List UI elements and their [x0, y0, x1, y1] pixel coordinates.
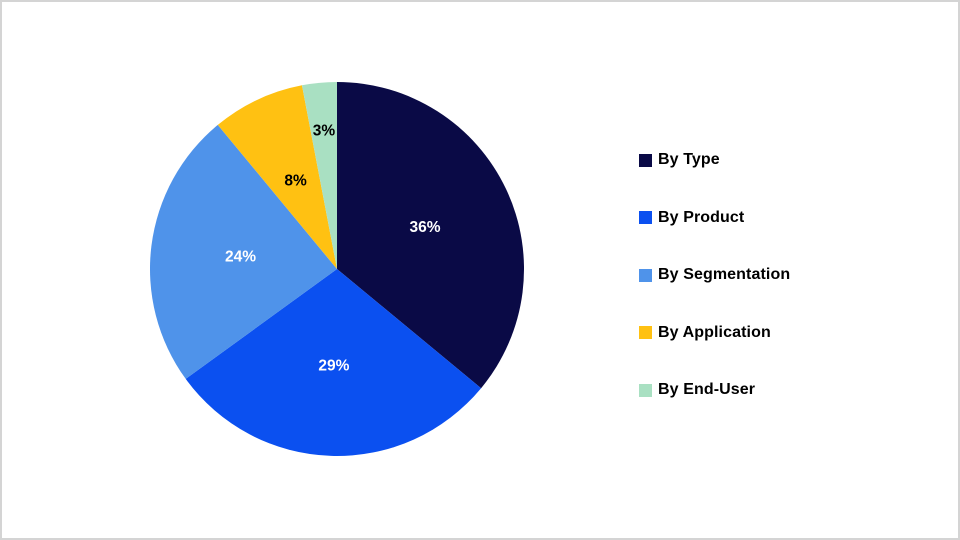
pie-slice-by-product: [185, 269, 482, 457]
pie-slice-by-end-user: [301, 82, 337, 269]
legend-item-by-application: By Application: [639, 321, 790, 345]
legend-swatch-icon: [639, 153, 652, 167]
pie-slice-by-segmentation: [149, 124, 337, 379]
pie-slice-value-label: 29%: [318, 358, 349, 375]
legend-swatch-icon: [639, 383, 652, 397]
legend-item-by-type: By Type: [639, 148, 790, 172]
pie-slice-by-application: [217, 85, 337, 269]
pie-slice-value-label: 8%: [284, 173, 307, 190]
legend-label: By Segmentation: [658, 266, 791, 283]
legend-label: By Type: [658, 151, 720, 168]
legend-item-by-segmentation: By Segmentation: [639, 263, 790, 287]
pie-slice-value-label: 36%: [409, 219, 440, 236]
legend-label: By End-User: [658, 381, 756, 398]
legend-item-by-product: By Product: [639, 206, 790, 230]
pie-slice-by-type: [337, 82, 525, 389]
legend-label: By Product: [658, 208, 745, 226]
legend-swatch-icon: [639, 211, 652, 224]
legend-swatch-icon: [639, 268, 652, 282]
pie-slice-value-label: 3%: [313, 123, 336, 140]
legend: By Type By Product By Segmentation By Appli…: [639, 148, 790, 402]
legend-item-by-end-user: By End-User: [639, 378, 790, 402]
legend-label: By Application: [658, 323, 771, 341]
pie-slice-value-label: 24%: [225, 248, 256, 265]
legend-swatch-icon: [639, 326, 652, 339]
